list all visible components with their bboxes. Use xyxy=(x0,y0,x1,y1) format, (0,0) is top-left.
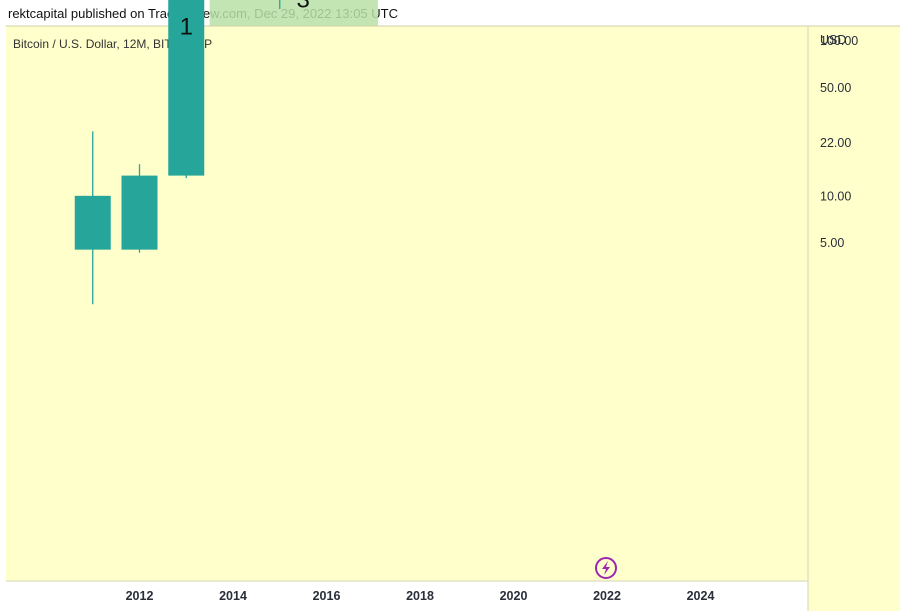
price-scale-area[interactable] xyxy=(808,26,900,611)
x-tick-label: 2014 xyxy=(219,589,247,603)
x-tick-label: 2022 xyxy=(593,589,621,603)
candle-body xyxy=(121,175,158,250)
x-tick-label: 2012 xyxy=(126,589,154,603)
currency-label[interactable]: USD xyxy=(820,33,846,47)
x-tick-label: 2016 xyxy=(313,589,341,603)
y-tick-label: 100.00 xyxy=(820,34,858,48)
x-tick-label: 2018 xyxy=(406,589,434,603)
candle-body xyxy=(168,0,205,176)
count-label: 3 xyxy=(296,0,309,13)
logo-ring xyxy=(595,557,617,579)
x-tick-label: 2024 xyxy=(687,589,715,603)
chart-plot-area[interactable] xyxy=(6,26,808,581)
candles xyxy=(74,0,281,305)
count-labels: 123412341234 xyxy=(180,0,310,41)
y-tick-label: 5.00 xyxy=(820,236,844,250)
logo-bolt xyxy=(602,561,610,575)
y-tick-label: 22.00 xyxy=(820,136,851,150)
support-zones xyxy=(209,0,378,26)
y-tick-label: 10.00 xyxy=(820,189,851,203)
candle-body xyxy=(74,195,111,250)
x-axis-ticks: 2012 2014 2016 2018 2020 2022 2024 xyxy=(126,589,715,603)
y-tick-label: 50.00 xyxy=(820,81,851,95)
count-label: 1 xyxy=(180,14,193,41)
x-tick-label: 2020 xyxy=(500,589,528,603)
y-axis-ticks: 200000.00100000.0050000.0022000.005000.0… xyxy=(820,34,858,250)
symbol-title[interactable]: Bitcoin / U.S. Dollar, 12M, BITSTAMP xyxy=(13,37,212,51)
tradingview-lightning-icon xyxy=(595,557,617,579)
support-zone xyxy=(209,0,378,26)
